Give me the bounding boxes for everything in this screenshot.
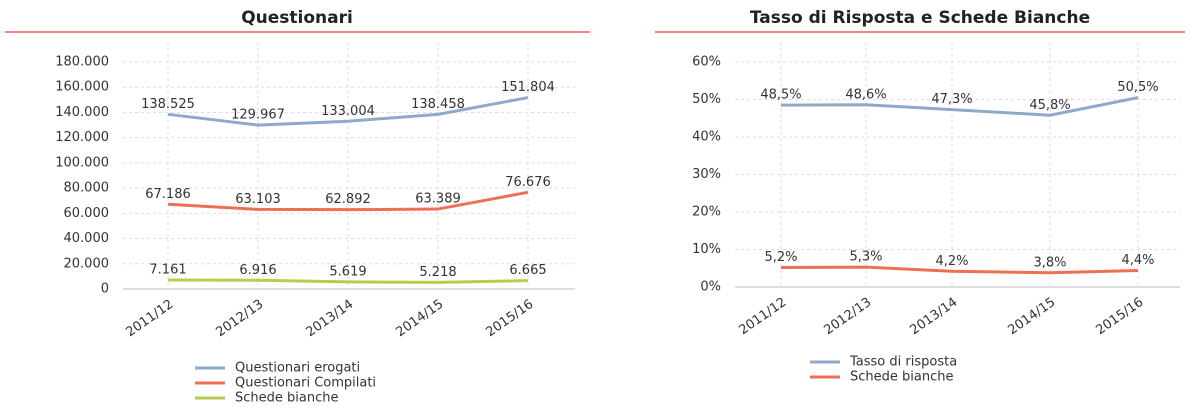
data-label: 138.525 [141,97,195,112]
series-line [167,278,529,284]
data-label: 129.967 [231,108,285,123]
x-tick-label: 2014/15 [393,297,446,340]
data-label: 62.892 [325,192,371,207]
y-tick-label: 0 [101,282,109,297]
series-line [780,96,1139,117]
x-tick-label: 2012/13 [821,295,874,338]
data-label: 5,3% [849,250,882,265]
data-label: 133.004 [321,104,375,119]
legend-label: Schede bianche [235,391,338,406]
y-tick-label: 20% [692,205,721,220]
series-line [167,96,529,127]
y-tick-label: 60.000 [64,206,110,221]
x-tick-label: 2013/14 [907,295,960,338]
y-tick-label: 40.000 [64,231,110,246]
legend-label: Questionari Compilati [235,376,376,391]
x-tick-label: 2011/12 [123,297,176,340]
chart-title: Tasso di Risposta e Schede Bianche [750,8,1090,28]
data-label: 151.804 [501,80,555,95]
data-label: 45,8% [1029,98,1070,113]
data-label: 63.103 [235,192,281,207]
x-tick-label: 2015/16 [1093,295,1146,338]
data-label: 4,2% [935,254,968,269]
data-label: 6.916 [239,263,276,278]
y-tick-label: 60% [692,55,721,70]
series-line [780,265,1139,275]
x-tick-label: 2014/15 [1005,295,1058,338]
x-tick-label: 2012/13 [213,297,266,340]
chart-title: Questionari [241,8,353,28]
data-label: 5.218 [419,265,456,280]
data-label: 48,6% [845,87,886,102]
legend-label: Questionari erogati [235,361,360,376]
y-tick-label: 160.000 [55,80,109,95]
data-label: 47,3% [931,92,972,107]
data-label: 7.161 [149,262,186,277]
y-tick-label: 30% [692,167,721,182]
legend-label: Schede bianche [850,370,953,385]
x-tick-label: 2013/14 [303,297,356,340]
data-label: 138.458 [411,97,465,112]
y-tick-label: 50% [692,92,721,107]
series-line [167,190,529,212]
data-label: 4,4% [1121,253,1154,268]
data-label: 63.389 [415,192,461,207]
data-label: 50,5% [1117,80,1158,95]
data-label: 6.665 [509,263,546,278]
data-label: 48,5% [760,88,801,103]
y-tick-label: 20.000 [64,256,110,271]
data-label: 5,2% [764,250,797,265]
x-tick-label: 2011/12 [736,295,789,338]
y-tick-label: 10% [692,242,721,257]
data-label: 67.186 [145,187,191,202]
y-tick-label: 80.000 [64,181,110,196]
y-tick-label: 0% [700,280,721,295]
x-tick-label: 2015/16 [483,297,536,340]
y-tick-label: 120.000 [55,130,109,145]
y-tick-label: 140.000 [55,105,109,120]
data-label: 3,8% [1033,255,1066,270]
y-tick-label: 40% [692,130,721,145]
y-tick-label: 180.000 [55,55,109,70]
legend-label: Tasso di risposta [849,355,957,370]
data-label: 76.676 [505,175,551,190]
y-tick-label: 100.000 [55,155,109,170]
data-label: 5.619 [329,264,366,279]
